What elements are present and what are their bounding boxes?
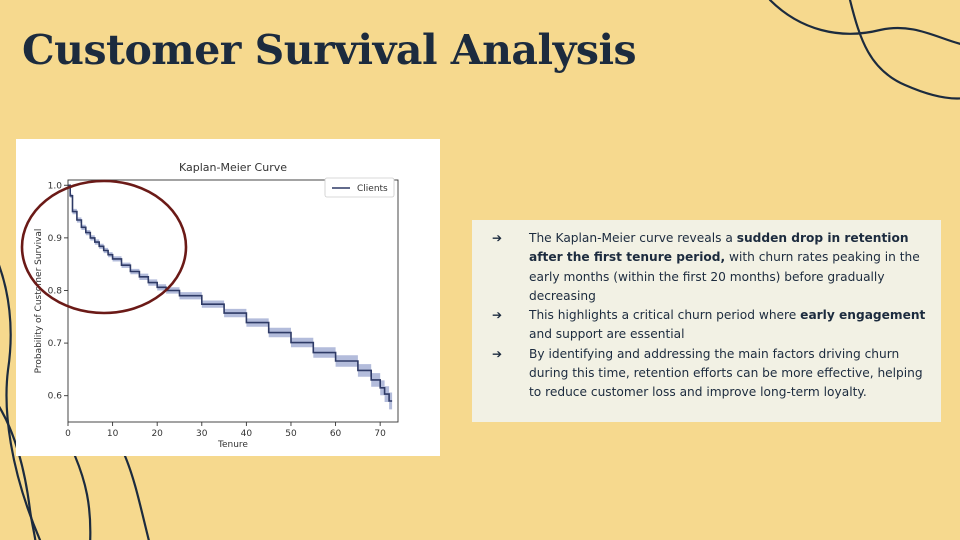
y-tick-label: 0.8 [48, 286, 63, 296]
arrow-icon: ➔ [492, 346, 503, 361]
bullet-item: ➔ The Kaplan-Meier curve reveals a sudden… [492, 229, 932, 306]
deco-line-left-3 [73, 454, 92, 540]
text-card: ➔ The Kaplan-Meier curve reveals a sudden… [472, 220, 941, 422]
y-tick-label: 0.7 [48, 339, 62, 349]
x-axis-label: Tenure [217, 440, 248, 450]
plot-frame [67, 179, 399, 423]
highlight-ellipse [20, 179, 188, 315]
y-tick-label: 0.6 [48, 392, 63, 402]
bullet-item: ➔ By identifying and addressing the main … [492, 345, 932, 403]
bullet-text: and support are essential [529, 327, 685, 342]
y-axis-label: Probability of Customer Survival [34, 229, 44, 374]
y-tick-label: 0.9 [48, 234, 63, 244]
bullet-text-bold: sudden drop in retention after the first… [529, 231, 909, 265]
bullet-text: The Kaplan-Meier curve reveals a [529, 231, 737, 245]
x-tick-label: 30 [196, 429, 208, 439]
bullet-text-bold: early engagement [800, 308, 926, 323]
y-tick-label: 1.0 [48, 181, 63, 191]
deco-line-left-2 [0, 405, 37, 540]
x-tick-label: 0 [65, 429, 71, 439]
x-tick-label: 10 [107, 429, 119, 439]
chart-title: Kaplan-Meier Curve [179, 161, 287, 174]
arrow-icon: ➔ [492, 308, 503, 323]
deco-line-left-1 [0, 264, 42, 540]
kaplan-meier-chart: 0 10 20 30 40 50 60 70 0.6 0.7 0.8 0.9 1.0 Kaplan-Mei… [20, 161, 399, 450]
legend-box [324, 177, 395, 198]
confidence-band [68, 185, 393, 410]
bullet-text: By identifying and addressing the main f… [529, 346, 923, 400]
deco-line-top-right-1 [768, 0, 960, 45]
x-tick-label: 70 [374, 429, 386, 439]
bullet-item: ➔ This highlights a critical churn period… [492, 306, 932, 345]
bullet-list: ➔ The Kaplan-Meier curve reveals a sudden… [492, 229, 932, 403]
deco-line-left-4 [123, 454, 150, 540]
x-tick-label: 40 [241, 429, 253, 439]
bullet-text: This highlights a critical churn period … [529, 308, 801, 323]
legend-label: Clients [357, 184, 388, 194]
survival-line [68, 184, 393, 402]
arrow-icon: ➔ [492, 231, 503, 245]
bullet-text: with churn rates peaking in the early mo… [529, 250, 920, 303]
x-tick-label: 20 [151, 429, 163, 439]
x-tick-label: 50 [285, 429, 297, 439]
slide-title: Customer Survival Analysis [22, 26, 637, 74]
chart-card: 0 10 20 30 40 50 60 70 0.6 0.7 0.8 0.9 1.0 Kaplan-Mei… [16, 139, 440, 456]
x-tick-label: 60 [330, 429, 342, 439]
deco-line-top-right-2 [848, 0, 960, 100]
